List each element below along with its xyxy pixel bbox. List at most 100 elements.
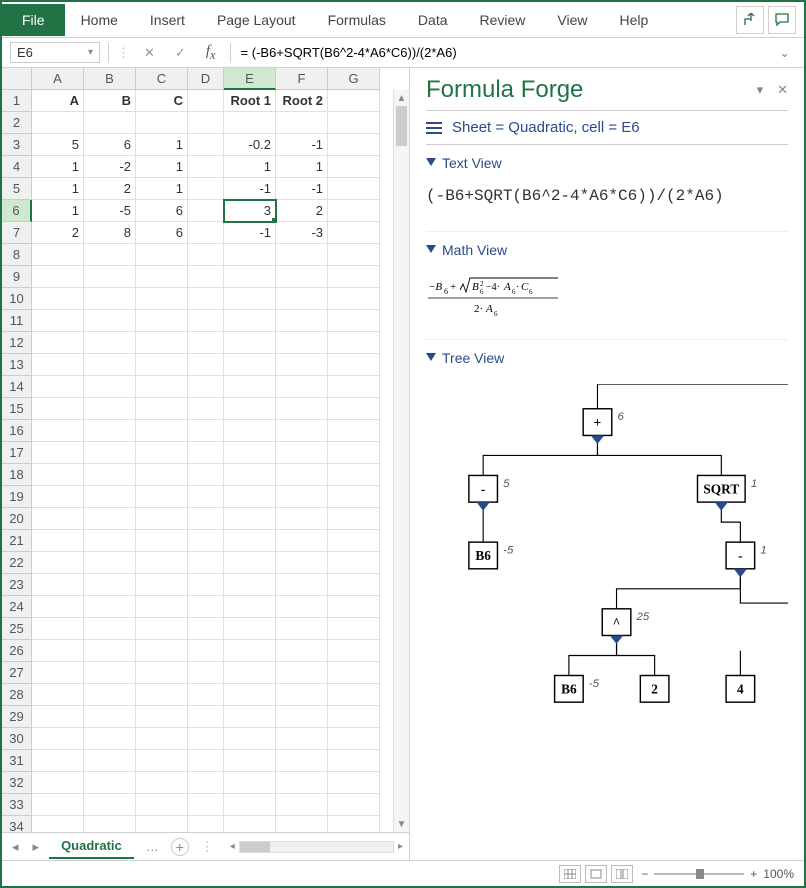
cell-A6[interactable]: 1 bbox=[32, 200, 84, 222]
math-view-toggle[interactable]: Math View bbox=[426, 242, 788, 258]
cell-D14[interactable] bbox=[188, 376, 224, 398]
cell-F22[interactable] bbox=[276, 552, 328, 574]
cell-G13[interactable] bbox=[328, 354, 380, 376]
cell-F23[interactable] bbox=[276, 574, 328, 596]
row-header-34[interactable]: 34 bbox=[2, 816, 32, 832]
cell-A18[interactable] bbox=[32, 464, 84, 486]
cell-E33[interactable] bbox=[224, 794, 276, 816]
cell-E11[interactable] bbox=[224, 310, 276, 332]
cell-C27[interactable] bbox=[136, 662, 188, 684]
cell-C8[interactable] bbox=[136, 244, 188, 266]
horizontal-scrollbar[interactable]: ◂ ▸ bbox=[230, 841, 403, 853]
cell-F6[interactable]: 2 bbox=[276, 200, 328, 222]
cell-E29[interactable] bbox=[224, 706, 276, 728]
cell-F18[interactable] bbox=[276, 464, 328, 486]
zoom-level[interactable]: 100% bbox=[763, 867, 794, 881]
cell-F30[interactable] bbox=[276, 728, 328, 750]
cell-D22[interactable] bbox=[188, 552, 224, 574]
cell-B12[interactable] bbox=[84, 332, 136, 354]
share-icon[interactable] bbox=[736, 6, 764, 34]
cell-A31[interactable] bbox=[32, 750, 84, 772]
cell-C6[interactable]: 6 bbox=[136, 200, 188, 222]
cell-C31[interactable] bbox=[136, 750, 188, 772]
tab-nav-next-icon[interactable]: ▸ bbox=[29, 839, 44, 855]
row-header-15[interactable]: 15 bbox=[2, 398, 32, 420]
cell-B17[interactable] bbox=[84, 442, 136, 464]
row-header-16[interactable]: 16 bbox=[2, 420, 32, 442]
cell-G22[interactable] bbox=[328, 552, 380, 574]
cell-E3[interactable]: -0.2 bbox=[224, 134, 276, 156]
row-header-18[interactable]: 18 bbox=[2, 464, 32, 486]
cell-C13[interactable] bbox=[136, 354, 188, 376]
cell-C7[interactable]: 6 bbox=[136, 222, 188, 244]
cell-E1[interactable]: Root 1 bbox=[224, 90, 276, 112]
cell-D32[interactable] bbox=[188, 772, 224, 794]
cell-A7[interactable]: 2 bbox=[32, 222, 84, 244]
cell-D10[interactable] bbox=[188, 288, 224, 310]
cell-C19[interactable] bbox=[136, 486, 188, 508]
cell-F3[interactable]: -1 bbox=[276, 134, 328, 156]
cell-A23[interactable] bbox=[32, 574, 84, 596]
cell-D28[interactable] bbox=[188, 684, 224, 706]
cell-E8[interactable] bbox=[224, 244, 276, 266]
cell-F24[interactable] bbox=[276, 596, 328, 618]
cell-F2[interactable] bbox=[276, 112, 328, 134]
cell-D6[interactable] bbox=[188, 200, 224, 222]
zoom-in-icon[interactable]: + bbox=[750, 867, 757, 881]
cell-E32[interactable] bbox=[224, 772, 276, 794]
cell-C10[interactable] bbox=[136, 288, 188, 310]
cell-E12[interactable] bbox=[224, 332, 276, 354]
cell-A26[interactable] bbox=[32, 640, 84, 662]
cell-D11[interactable] bbox=[188, 310, 224, 332]
cell-G19[interactable] bbox=[328, 486, 380, 508]
cell-E13[interactable] bbox=[224, 354, 276, 376]
cell-C11[interactable] bbox=[136, 310, 188, 332]
col-header-E[interactable]: E bbox=[224, 68, 276, 90]
cell-D3[interactable] bbox=[188, 134, 224, 156]
row-header-25[interactable]: 25 bbox=[2, 618, 32, 640]
cell-F1[interactable]: Root 2 bbox=[276, 90, 328, 112]
cell-B16[interactable] bbox=[84, 420, 136, 442]
cell-B5[interactable]: 2 bbox=[84, 178, 136, 200]
zoom-out-icon[interactable]: − bbox=[641, 867, 648, 881]
cell-C33[interactable] bbox=[136, 794, 188, 816]
cell-G1[interactable] bbox=[328, 90, 380, 112]
cell-F4[interactable]: 1 bbox=[276, 156, 328, 178]
cell-E6[interactable]: 3 bbox=[224, 200, 276, 222]
cell-B11[interactable] bbox=[84, 310, 136, 332]
ribbon-tab-file[interactable]: File bbox=[2, 4, 65, 36]
cell-C34[interactable] bbox=[136, 816, 188, 832]
row-header-14[interactable]: 14 bbox=[2, 376, 32, 398]
cell-A19[interactable] bbox=[32, 486, 84, 508]
cell-B19[interactable] bbox=[84, 486, 136, 508]
cell-F16[interactable] bbox=[276, 420, 328, 442]
row-header-29[interactable]: 29 bbox=[2, 706, 32, 728]
cell-E5[interactable]: -1 bbox=[224, 178, 276, 200]
cancel-icon[interactable]: ✕ bbox=[138, 45, 161, 61]
row-header-28[interactable]: 28 bbox=[2, 684, 32, 706]
cell-B26[interactable] bbox=[84, 640, 136, 662]
row-header-20[interactable]: 20 bbox=[2, 508, 32, 530]
row-header-24[interactable]: 24 bbox=[2, 596, 32, 618]
cell-F26[interactable] bbox=[276, 640, 328, 662]
ribbon-tab-page-layout[interactable]: Page Layout bbox=[201, 4, 312, 36]
cell-F32[interactable] bbox=[276, 772, 328, 794]
cell-B9[interactable] bbox=[84, 266, 136, 288]
tree-view-content[interactable]: +6-5SQRT1B6-5-1^25B6-524 bbox=[426, 376, 788, 850]
cell-A20[interactable] bbox=[32, 508, 84, 530]
cell-D27[interactable] bbox=[188, 662, 224, 684]
col-header-A[interactable]: A bbox=[32, 68, 84, 90]
cell-C20[interactable] bbox=[136, 508, 188, 530]
cell-F28[interactable] bbox=[276, 684, 328, 706]
cell-F33[interactable] bbox=[276, 794, 328, 816]
col-header-B[interactable]: B bbox=[84, 68, 136, 90]
cell-B14[interactable] bbox=[84, 376, 136, 398]
row-header-27[interactable]: 27 bbox=[2, 662, 32, 684]
cell-D21[interactable] bbox=[188, 530, 224, 552]
cell-G18[interactable] bbox=[328, 464, 380, 486]
cell-D1[interactable] bbox=[188, 90, 224, 112]
cell-F12[interactable] bbox=[276, 332, 328, 354]
row-header-4[interactable]: 4 bbox=[2, 156, 32, 178]
row-header-33[interactable]: 33 bbox=[2, 794, 32, 816]
comments-icon[interactable] bbox=[768, 6, 796, 34]
